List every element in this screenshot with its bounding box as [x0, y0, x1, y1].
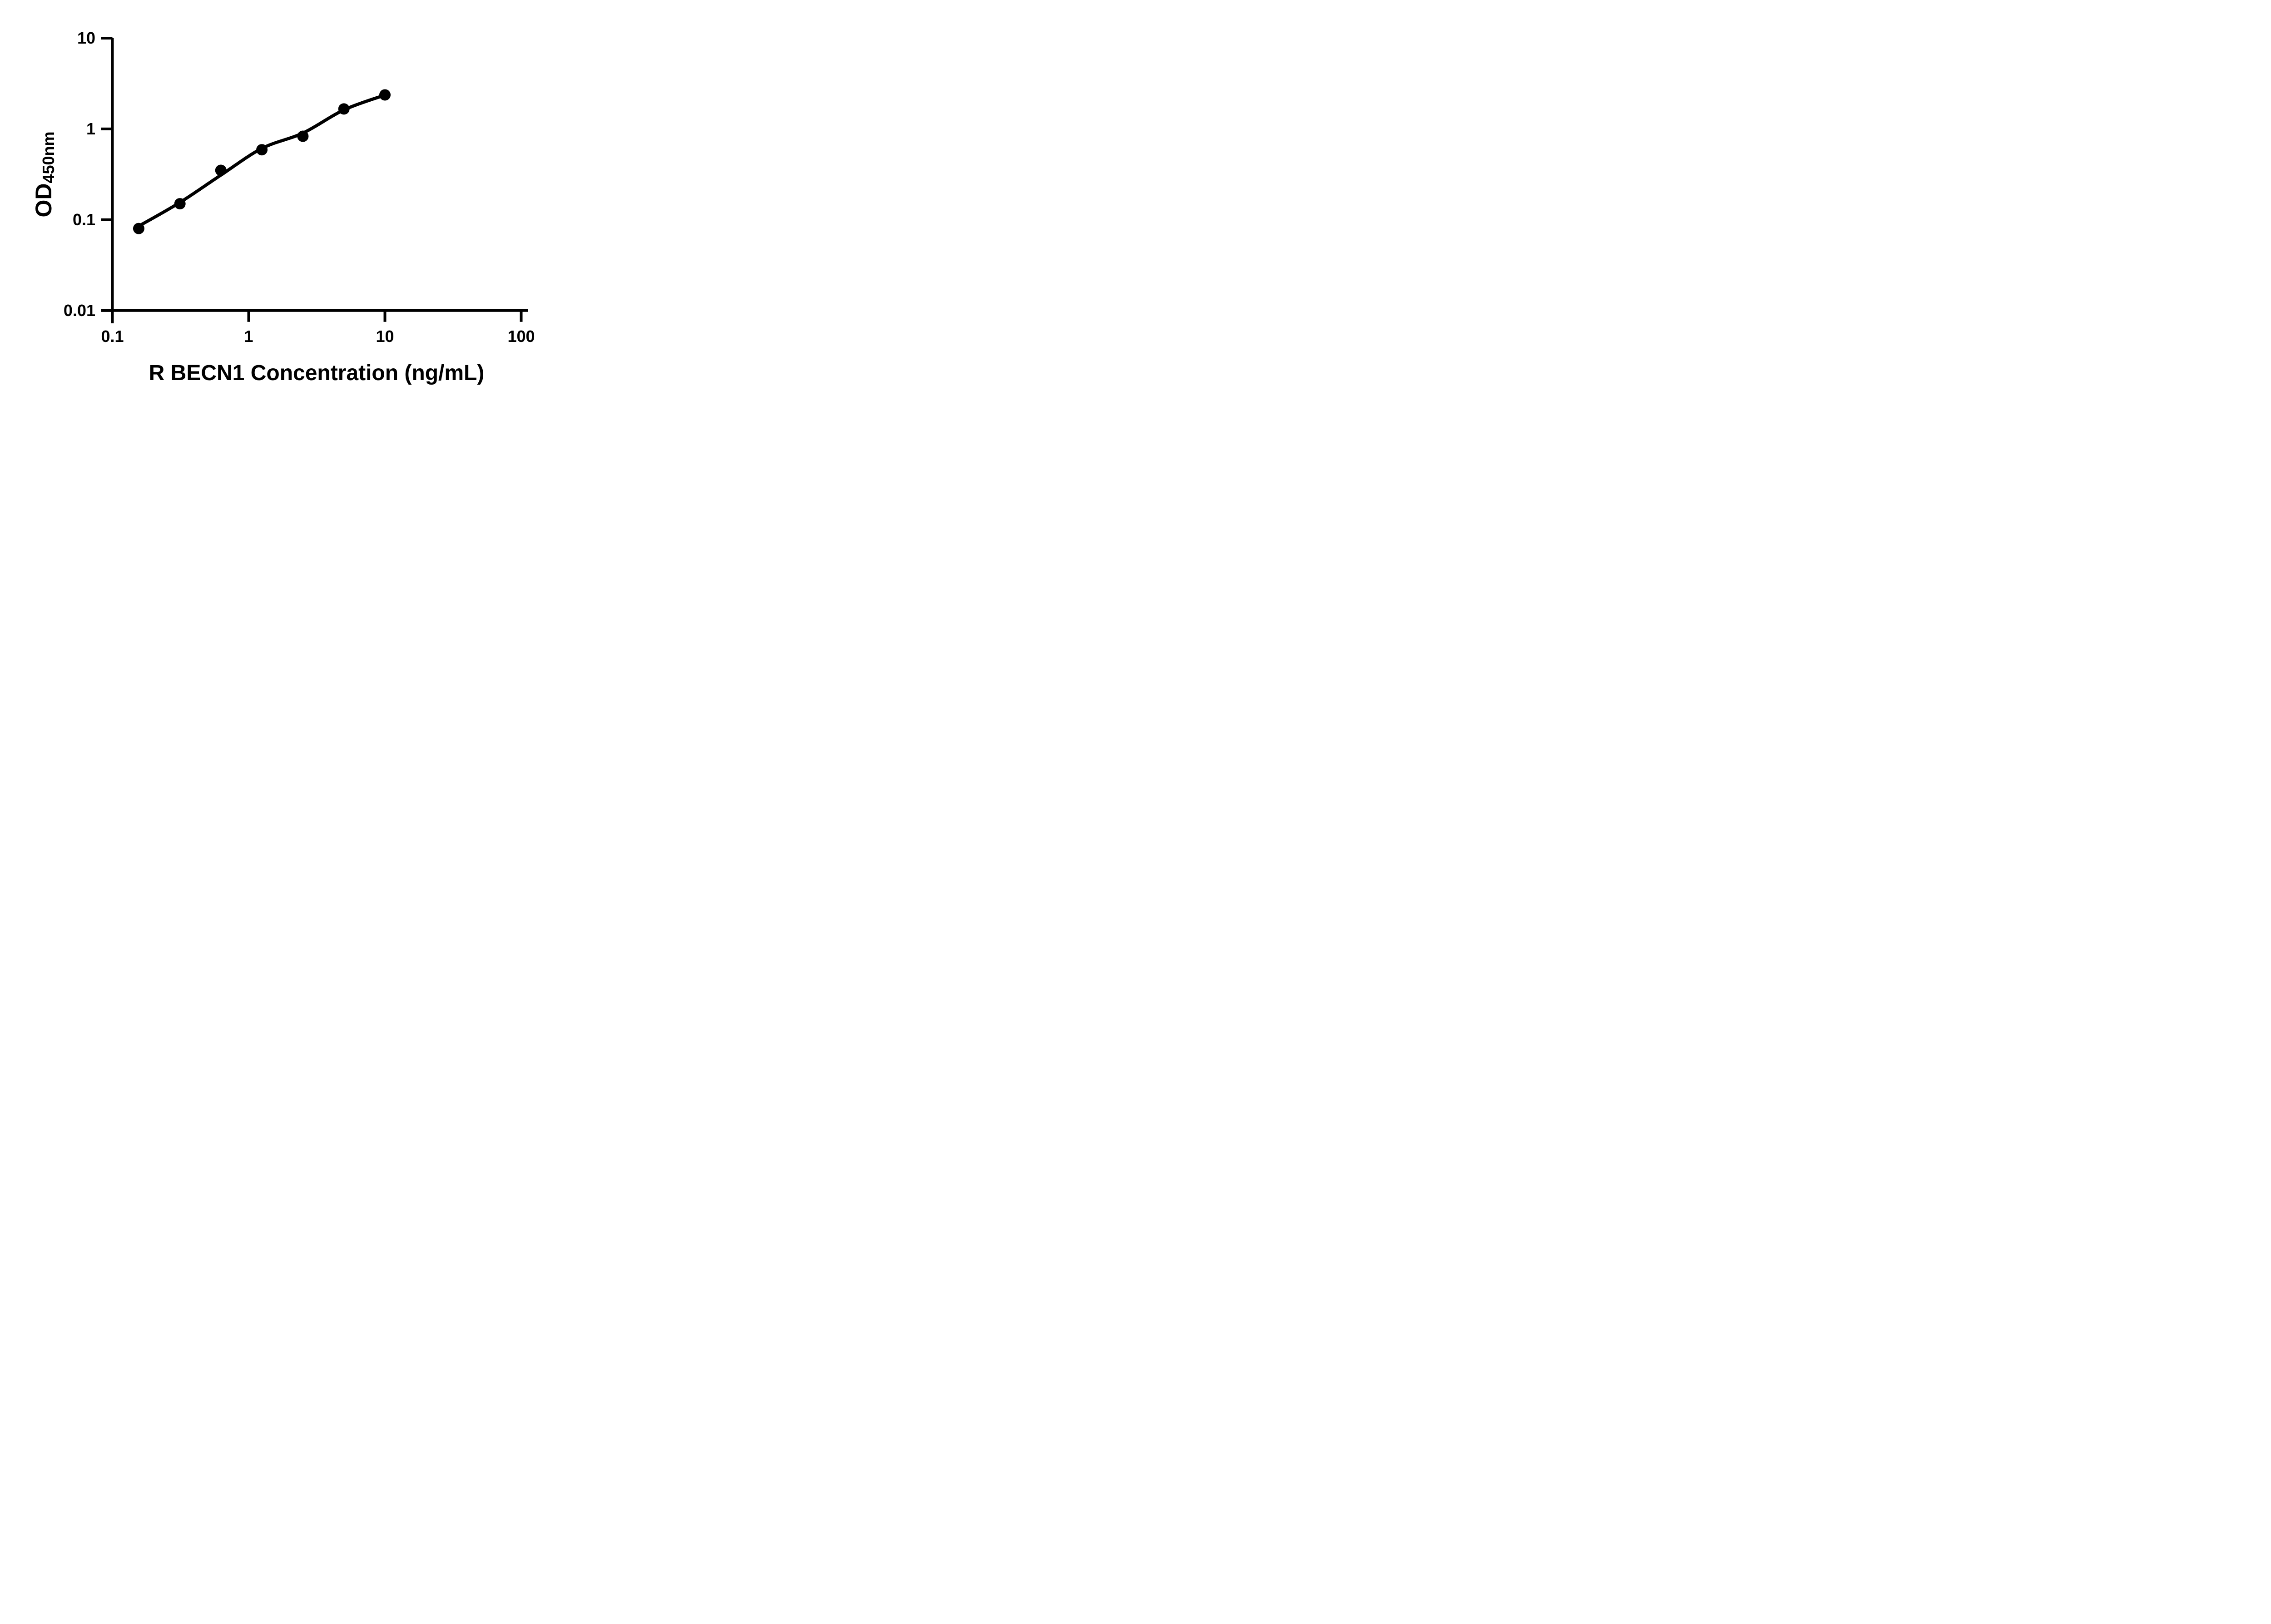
x-tick-label: 1 — [244, 327, 253, 346]
data-point — [133, 223, 144, 234]
data-point — [379, 89, 391, 101]
x-tick-label: 100 — [507, 327, 535, 346]
y-axis-title-subscript: 450nm — [39, 131, 58, 183]
data-point — [174, 198, 186, 210]
plot-area — [101, 36, 528, 323]
x-axis-title: R BECN1 Concentration (ng/mL) — [149, 361, 485, 385]
x-tick-label: 10 — [376, 327, 394, 346]
y-tick-label: 10 — [77, 28, 95, 47]
data-point — [338, 103, 350, 115]
y-tick-label: 0.1 — [72, 210, 95, 229]
data-point — [215, 164, 227, 176]
elisa-standard-curve-figure: 0.1 1 10 100 10 1 0.1 0.01 R BECN1 Concentratio… — [0, 0, 584, 406]
y-axis-title-main: OD — [31, 183, 56, 218]
data-point — [256, 144, 268, 156]
y-tick-label: 1 — [86, 119, 95, 138]
y-tick-label: 0.01 — [63, 301, 95, 320]
data-point — [297, 130, 309, 142]
y-axis-title: OD450nm — [30, 131, 58, 218]
x-tick-label: 0.1 — [101, 327, 124, 346]
